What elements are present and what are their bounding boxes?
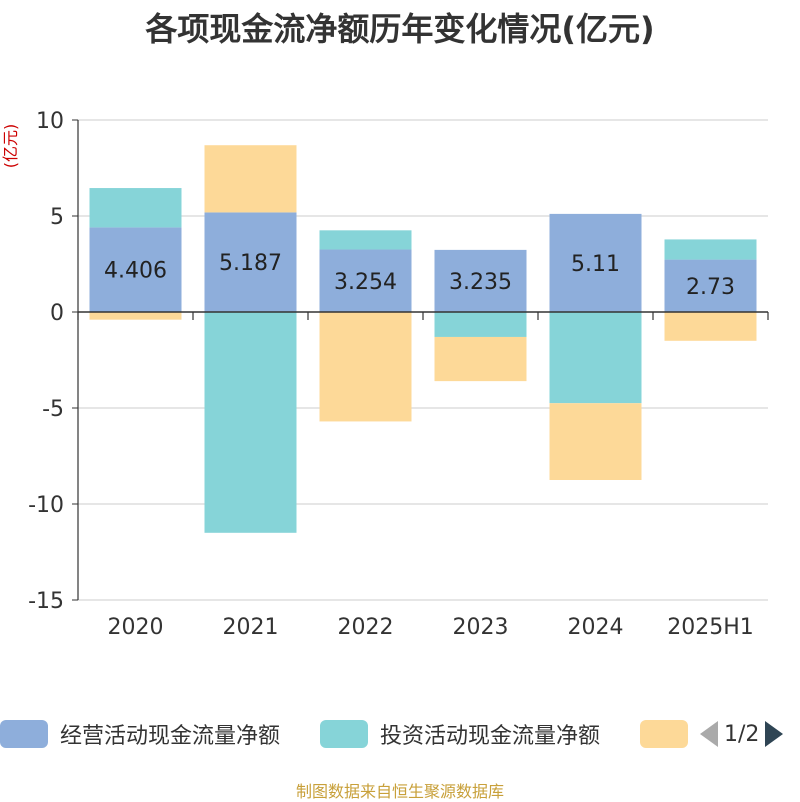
bar-2-2023	[434, 312, 527, 337]
bar-1-2022	[319, 249, 412, 312]
legend-prev-icon[interactable]	[700, 721, 718, 747]
legend: 经营活动现金流量净额 投资活动现金流量净额 1/2	[0, 716, 800, 752]
data-label-2024: 5.11	[571, 252, 620, 277]
y-tick-label: 10	[36, 109, 64, 134]
data-label-2023: 3.235	[449, 270, 512, 295]
legend-pager: 1/2	[700, 716, 784, 752]
bar-2-2025H1	[664, 239, 757, 260]
legend-label-investing: 投资活动现金流量净额	[380, 724, 601, 749]
bar-2-2020	[89, 188, 182, 228]
legend-next-icon[interactable]	[765, 721, 784, 747]
y-tick-label: 0	[50, 301, 64, 326]
legend-label-operating: 经营活动现金流量净额	[60, 724, 281, 749]
bar-2-2022	[319, 230, 412, 250]
x-tick-label: 2022	[338, 615, 394, 640]
bar-1-2023	[434, 249, 527, 312]
bar-1-2020	[89, 227, 182, 312]
x-tick-label: 2023	[453, 615, 509, 640]
x-tick-label: 2025H1	[667, 615, 754, 640]
y-tick-label: -15	[28, 589, 64, 614]
bar-2-2021	[204, 312, 297, 533]
legend-item-third[interactable]	[640, 716, 688, 752]
bar-3-2020	[89, 312, 182, 320]
x-tick-label: 2024	[568, 615, 624, 640]
bar-3-2022	[319, 312, 412, 422]
y-axis-title: (亿元)	[1, 124, 20, 169]
y-tick-label: 5	[50, 205, 64, 230]
source-note: 制图数据来自恒生聚源数据库	[295, 782, 504, 801]
bar-3-2023	[434, 336, 527, 382]
data-label-2022: 3.254	[334, 270, 397, 295]
legend-item-operating[interactable]: 经营活动现金流量净额	[0, 716, 280, 752]
chart-title: 各项现金流净额历年变化情况(亿元)	[145, 10, 655, 48]
bar-1-2024	[549, 213, 642, 312]
bar-2-2024	[549, 312, 642, 404]
bar-3-2025H1	[664, 312, 757, 341]
bar-3-2021	[204, 145, 297, 213]
legend-page-indicator: 1/2	[724, 721, 760, 747]
legend-swatch-operating	[0, 720, 48, 748]
bar-1-2021	[204, 212, 297, 312]
bar-1-2025H1	[664, 259, 757, 312]
data-label-2020: 4.406	[104, 259, 167, 284]
y-tick-label: -10	[28, 493, 64, 518]
legend-item-investing[interactable]: 投资活动现金流量净额	[320, 716, 600, 752]
y-tick-label: -5	[42, 397, 64, 422]
x-tick-label: 2020	[108, 615, 164, 640]
data-label-2021: 5.187	[219, 251, 282, 276]
x-tick-label: 2021	[223, 615, 279, 640]
data-label-2025H1: 2.73	[686, 275, 735, 300]
legend-swatch-investing	[320, 720, 368, 748]
bar-3-2024	[549, 403, 642, 480]
legend-swatch-third	[640, 720, 688, 748]
